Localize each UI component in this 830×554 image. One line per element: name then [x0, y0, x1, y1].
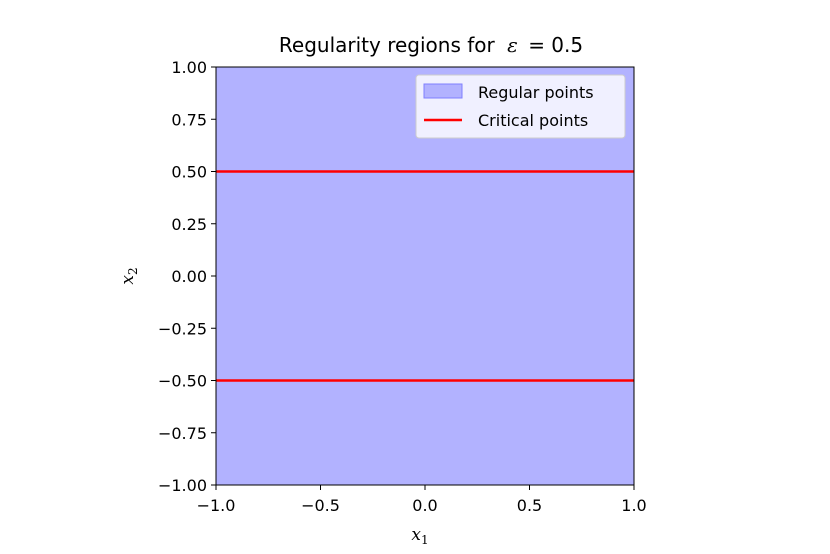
legend-regular-points-swatch: [423, 83, 463, 99]
y-tick-label: −0.75: [158, 424, 207, 443]
y-tick-label: −1.00: [158, 476, 207, 495]
y-tick-label: 0.00: [171, 267, 207, 286]
x-tick-label: −0.5: [301, 496, 340, 515]
x-tick-label: 0.0: [412, 496, 437, 515]
y-tick-label: 0.75: [171, 110, 207, 129]
y-tick-label: −0.25: [158, 319, 207, 338]
legend-regular-points-label: Regular points: [478, 83, 594, 102]
x-axis-label-sub: 1: [421, 533, 429, 547]
legend-critical-points-label: Critical points: [478, 111, 588, 130]
x-tick-label: 0.5: [517, 496, 542, 515]
chart-title-suffix: = 0.5: [528, 33, 583, 57]
x-axis-label: x1: [411, 525, 428, 547]
chart-title-prefix: Regularity regions for: [279, 33, 496, 57]
legend: Regular points Critical points: [415, 74, 626, 139]
y-tick-label: 1.00: [171, 58, 207, 77]
y-axis-label-sub: 2: [126, 267, 140, 275]
legend-box: [415, 74, 626, 139]
y-axis-label-main: x: [118, 275, 138, 285]
x-tick-label: −1.0: [197, 496, 236, 515]
y-tick-label: −0.50: [158, 372, 207, 391]
critical-lines-group: [216, 170, 634, 382]
x-axis-ticks: −1.0 −0.5 0.0 0.5 1.0: [197, 485, 647, 515]
y-axis-ticks: 1.00 0.75 0.50 0.25 0.00 −0.25 −0.50 −0.75 −1.00: [158, 58, 216, 495]
chart-title: Regularity regions for ε = 0.5: [279, 33, 583, 57]
y-tick-label: 0.50: [171, 163, 207, 182]
x-axis-label-main: x: [411, 525, 421, 545]
x-tick-label: 1.0: [621, 496, 646, 515]
chart-title-symbol: ε: [507, 33, 518, 57]
y-axis-label: x2: [118, 267, 140, 284]
y-tick-label: 0.25: [171, 215, 207, 234]
